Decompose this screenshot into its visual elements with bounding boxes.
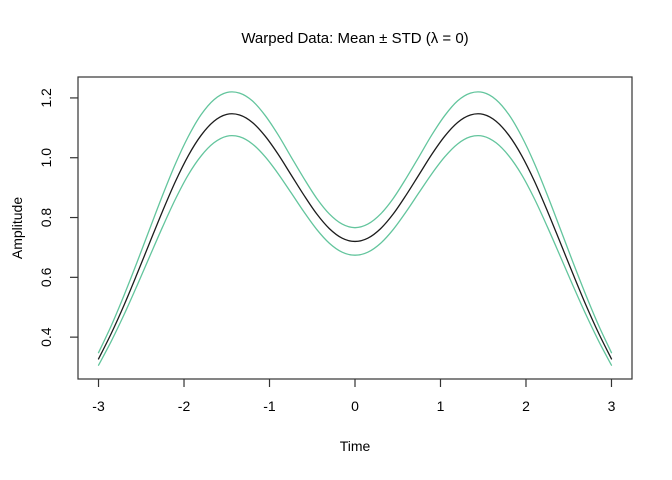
y-tick-label: 1.0 bbox=[38, 148, 54, 168]
series-mean-minus-std-line bbox=[97, 134, 613, 366]
series-mean-line bbox=[97, 113, 613, 360]
y-axis-title: Amplitude bbox=[9, 196, 25, 260]
x-tick-label: -2 bbox=[178, 398, 191, 414]
y-tick-label: 1.2 bbox=[38, 88, 54, 108]
y-tick-label: 0.4 bbox=[38, 327, 54, 347]
x-tick-label: -1 bbox=[263, 398, 276, 414]
series-mean-plus-std-line bbox=[97, 91, 613, 354]
y-tick-label: 0.8 bbox=[38, 208, 54, 228]
y-tick-label: 0.6 bbox=[38, 267, 54, 287]
chart-title: Warped Data: Mean ± STD (λ = 0) bbox=[241, 30, 469, 47]
x-tick-label: 2 bbox=[522, 398, 530, 414]
x-tick-label: 3 bbox=[608, 398, 616, 414]
x-tick-label: -3 bbox=[92, 398, 105, 414]
x-tick-label: 0 bbox=[351, 398, 359, 414]
x-axis-title: Time bbox=[339, 438, 371, 454]
x-tick-label: 1 bbox=[437, 398, 445, 414]
